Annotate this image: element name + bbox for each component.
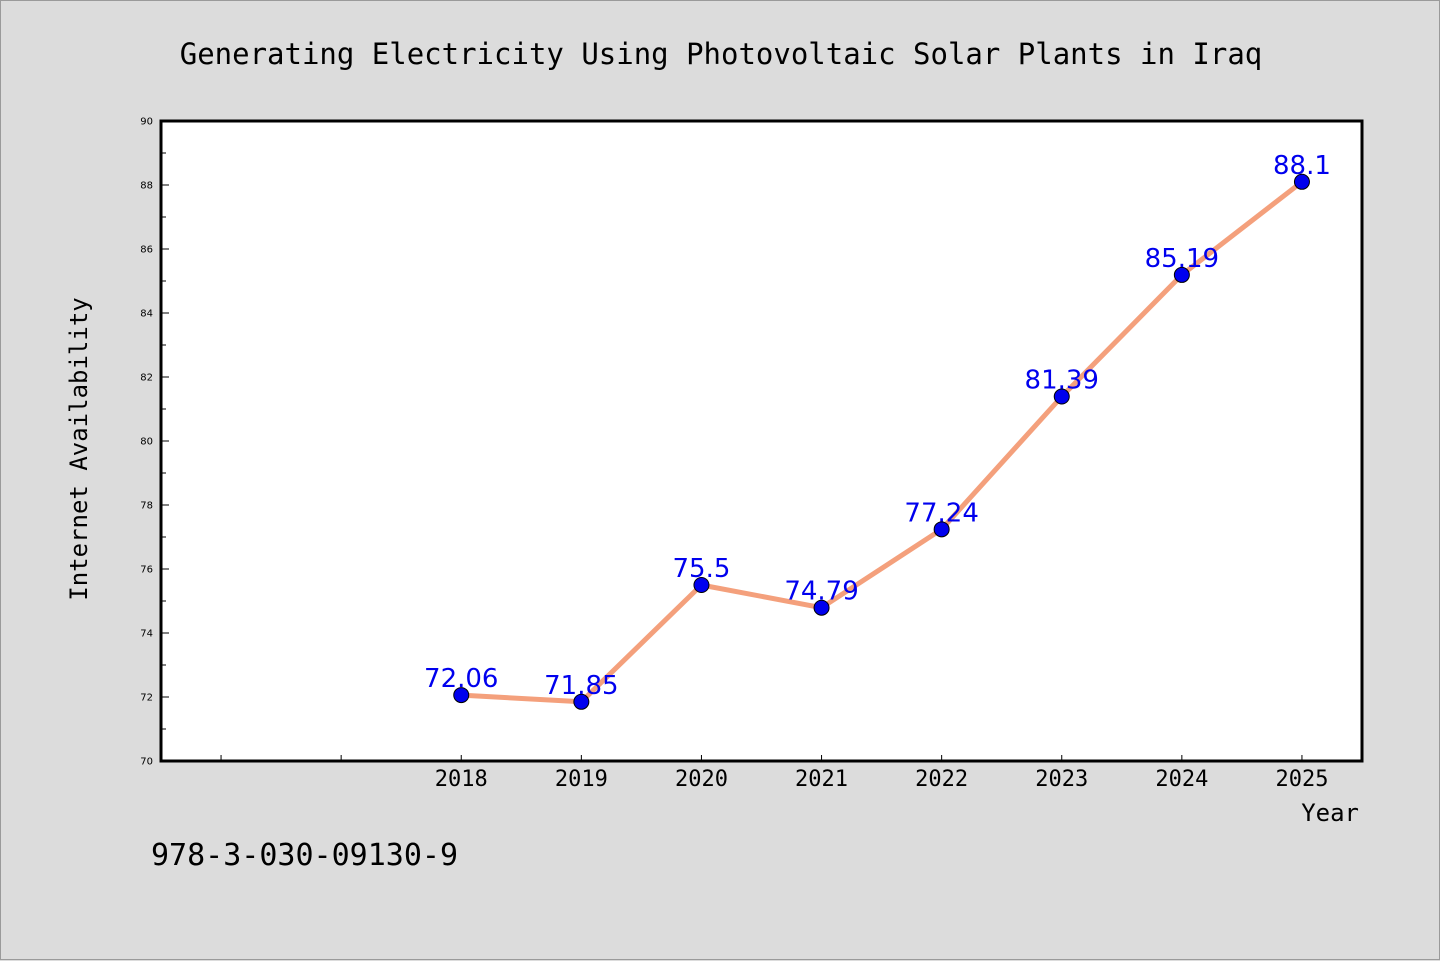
y-tick-label: 88 <box>140 181 153 192</box>
y-tick-label: 84 <box>140 309 153 320</box>
y-tick-label: 90 <box>140 117 153 128</box>
series-line <box>458 179 1305 705</box>
x-tick-label: 2025 <box>1275 767 1328 792</box>
y-tick-label: 76 <box>140 565 153 576</box>
x-tick-label: 2024 <box>1155 767 1208 792</box>
data-point <box>453 687 470 704</box>
data-label: 81.39 <box>1025 366 1099 396</box>
x-tick-label: 2021 <box>795 767 848 792</box>
data-point <box>1173 266 1190 283</box>
data-point <box>1053 388 1070 405</box>
x-axis-ticks: 2018 2019 2020 2021 2022 2023 2024 2025 <box>220 755 1328 792</box>
y-tick-label: 86 <box>140 245 153 256</box>
y-axis-label: Internet Availability <box>65 297 93 600</box>
data-label: 85.19 <box>1145 244 1219 274</box>
x-tick-label: 2019 <box>555 767 608 792</box>
data-point <box>693 577 710 593</box>
data-label: 88.1 <box>1273 151 1331 181</box>
data-label: 72.06 <box>424 664 498 694</box>
x-tick-label: 2018 <box>435 767 488 792</box>
y-tick-label: 82 <box>140 373 153 384</box>
plot-area <box>161 121 1362 761</box>
chart-title: Generating Electricity Using Photovoltai… <box>180 37 1263 71</box>
data-point <box>1293 173 1310 190</box>
x-axis-label: Year <box>1301 799 1359 827</box>
data-label: 75.5 <box>673 554 731 584</box>
x-tick-label: 2020 <box>675 767 728 792</box>
y-axis-ticks: 70 72 74 76 78 80 82 84 86 88 90 <box>140 117 169 768</box>
plot-border <box>159 119 1364 763</box>
data-label: 77.24 <box>904 498 978 528</box>
y-tick-label: 72 <box>140 693 153 704</box>
y-tick-label: 78 <box>140 501 153 512</box>
series-markers <box>453 173 1310 710</box>
y-tick-label: 70 <box>140 757 153 768</box>
x-tick-label: 2022 <box>915 767 968 792</box>
data-point <box>813 599 830 616</box>
data-label: 71.85 <box>544 671 618 701</box>
x-tick-label: 2023 <box>1035 767 1088 792</box>
data-labels: 72.06 71.85 75.5 74.79 77.24 81.39 85.19 88.1 <box>424 151 1331 701</box>
data-point <box>573 693 590 710</box>
footer-code: 978-3-030-09130-9 <box>151 838 458 873</box>
data-point <box>933 521 950 538</box>
data-label: 74.79 <box>784 577 858 607</box>
y-tick-label: 74 <box>140 629 153 640</box>
y-tick-label: 80 <box>140 437 153 448</box>
